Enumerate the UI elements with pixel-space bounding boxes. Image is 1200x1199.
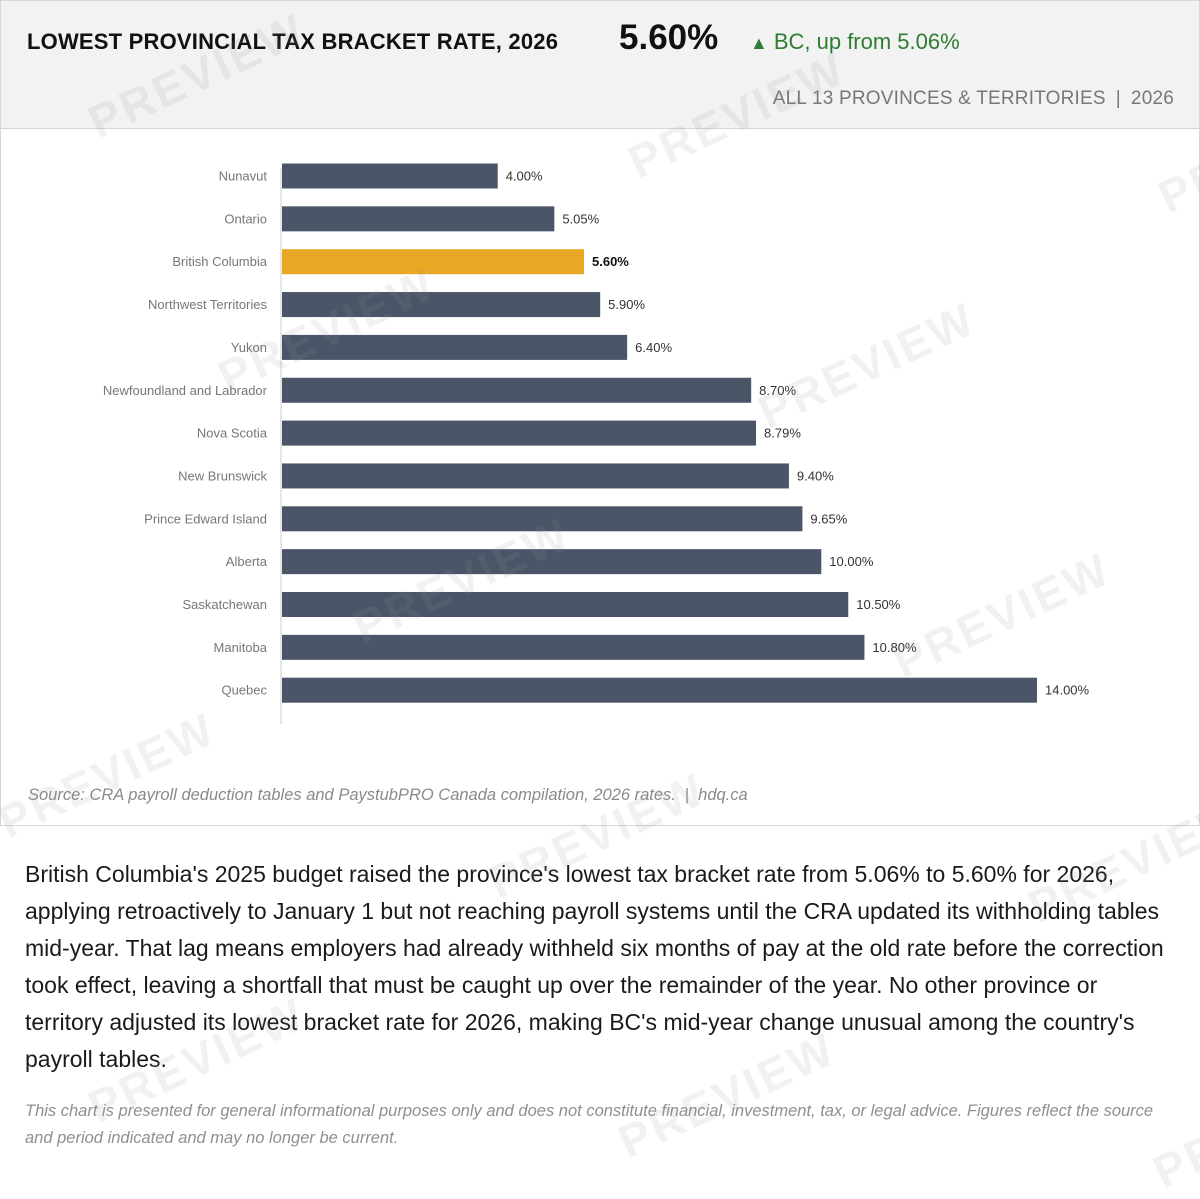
scope-separator: | (1115, 88, 1121, 109)
up-arrow-icon: ▲ (750, 33, 768, 53)
category-label-alberta: Alberta (226, 554, 268, 569)
scope-year: 2026 (1130, 88, 1174, 109)
bar-yukon (282, 334, 628, 360)
category-label-prince-edward-island: Prince Edward Island (144, 511, 267, 526)
bar-prince-edward-island (282, 506, 803, 532)
category-label-northwest-territories: Northwest Territories (148, 297, 267, 312)
scope-label: ALL 13 PROVINCES & TERRITORIES (772, 88, 1106, 109)
source-site: hdq.ca (698, 786, 748, 804)
category-label-nova-scotia: Nova Scotia (197, 426, 268, 441)
bar-chart: Nunavut 4.00% Ontario 5.05% British Columbia… (103, 163, 1090, 724)
data-label-new-brunswick: 9.40% (797, 468, 834, 483)
source-separator: | (684, 786, 690, 804)
category-label-saskatchewan: Saskatchewan (182, 597, 267, 612)
category-label-manitoba: Manitoba (214, 640, 268, 655)
data-label-nunavut: 4.00% (506, 169, 543, 184)
change-indicator: ▲ BC, up from 5.06% (750, 29, 960, 55)
bar-saskatchewan (282, 592, 849, 617)
source-note: Source: CRA payroll deduction tables and… (28, 786, 748, 805)
headline-value: 5.60% (619, 18, 719, 57)
data-label-manitoba: 10.80% (872, 640, 917, 655)
data-label-northwest-territories: 5.90% (608, 297, 645, 312)
data-label-quebec: 14.00% (1045, 683, 1090, 698)
data-label-ontario: 5.05% (562, 211, 599, 226)
description-paragraph: British Columbia's 2025 budget raised th… (25, 861, 1164, 1072)
chart-scope: ALL 13 PROVINCES & TERRITORIES | 2026 (773, 88, 1174, 110)
data-label-british-columbia: 5.60% (592, 254, 629, 269)
bar-alberta (282, 549, 822, 575)
bar-manitoba (282, 634, 865, 660)
bar-nunavut (282, 163, 498, 189)
bar-nova-scotia (282, 420, 757, 446)
category-label-new-brunswick: New Brunswick (178, 468, 267, 483)
bar-newfoundland-and-labrador (282, 377, 752, 403)
data-label-saskatchewan: 10.50% (856, 597, 901, 612)
data-label-newfoundland-and-labrador: 8.70% (759, 383, 796, 398)
category-label-ontario: Ontario (224, 211, 267, 226)
category-label-nunavut: Nunavut (219, 169, 268, 184)
chart-header: LOWEST PROVINCIAL TAX BRACKET RATE, 2026… (1, 1, 1199, 129)
bar-quebec (282, 677, 1037, 703)
chart-card: LOWEST PROVINCIAL TAX BRACKET RATE, 2026… (0, 0, 1200, 826)
data-label-prince-edward-island: 9.65% (810, 511, 847, 526)
bar-british-columbia (282, 249, 584, 275)
category-label-quebec: Quebec (221, 683, 267, 698)
bar-northwest-territories (282, 292, 601, 318)
source-text: Source: CRA payroll deduction tables and… (28, 786, 676, 804)
change-text: BC, up from 5.06% (773, 29, 960, 54)
category-label-british-columbia: British Columbia (172, 254, 267, 269)
bar-new-brunswick (282, 463, 789, 489)
chart-title: LOWEST PROVINCIAL TAX BRACKET RATE, 2026 (27, 29, 559, 54)
data-label-alberta: 10.00% (829, 554, 874, 569)
disclaimer-text: This chart is presented for general info… (25, 1102, 1154, 1147)
category-label-yukon: Yukon (231, 340, 267, 355)
data-label-yukon: 6.40% (635, 340, 672, 355)
category-label-newfoundland-and-labrador: Newfoundland and Labrador (103, 383, 268, 398)
data-label-nova-scotia: 8.79% (764, 426, 801, 441)
bar-ontario (282, 206, 555, 232)
